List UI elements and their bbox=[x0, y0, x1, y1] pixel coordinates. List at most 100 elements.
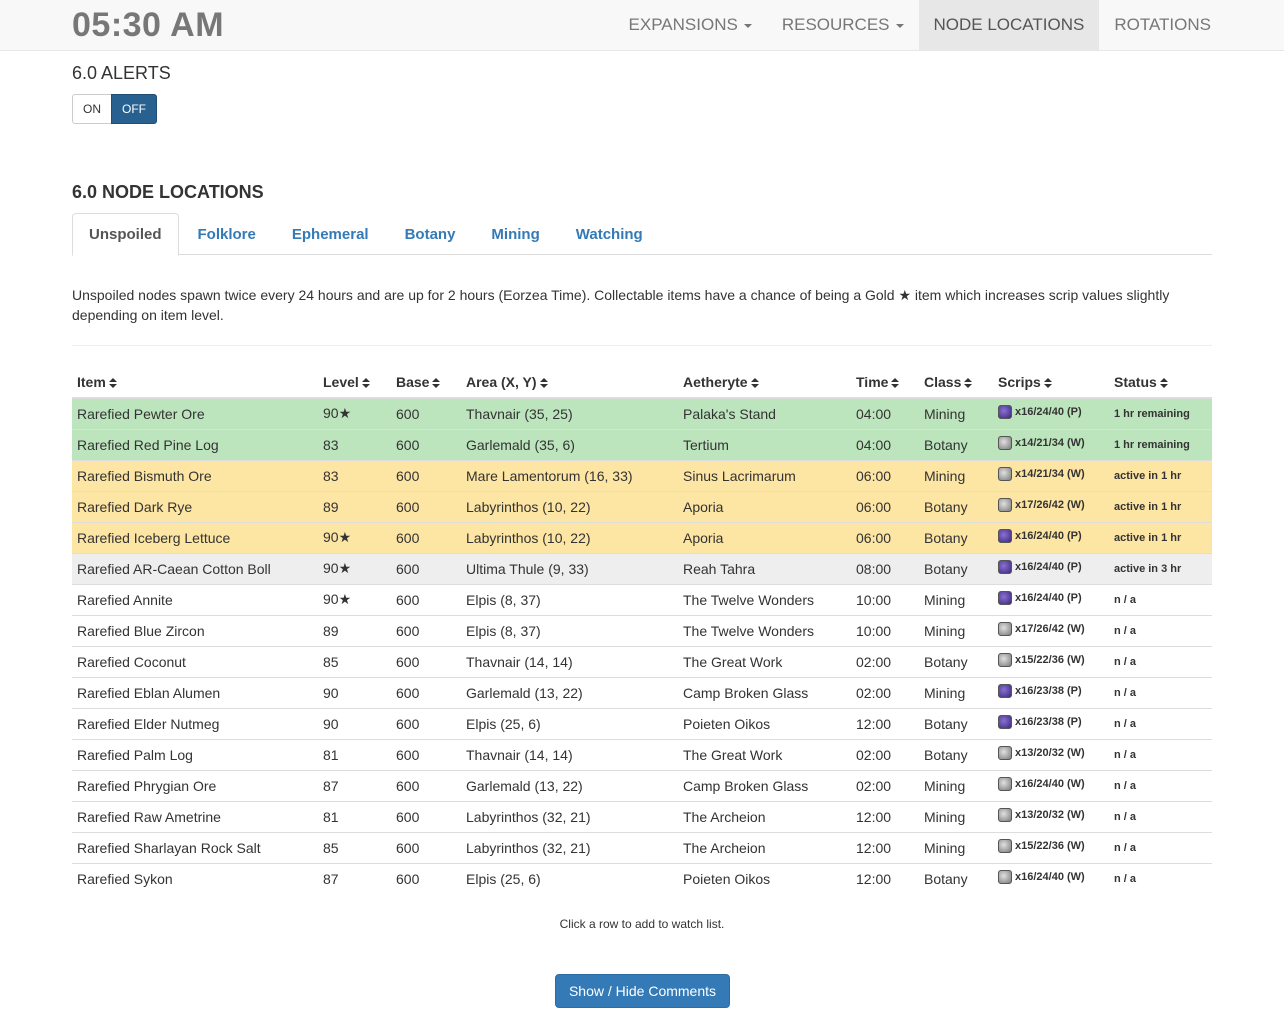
cell-scrips: x16/24/40 (P) bbox=[993, 397, 1109, 429]
column-label: Item bbox=[77, 373, 106, 390]
cell-status: n / a bbox=[1109, 769, 1212, 801]
table-row[interactable]: Rarefied Dark Rye 89 600 Labyrinthos (10, 2… bbox=[72, 490, 1212, 522]
tab-botany[interactable]: Botany bbox=[404, 226, 456, 243]
cell-class: Botany bbox=[919, 862, 993, 894]
nav-expansions[interactable]: EXPANSIONS bbox=[614, 0, 767, 50]
cell-scrips: x16/23/38 (P) bbox=[993, 707, 1109, 739]
scrip-text: x16/24/40 (P) bbox=[1015, 406, 1082, 419]
cell-status: n / a bbox=[1109, 614, 1212, 646]
cell-item-name: Rarefied Sharlayan Rock Salt bbox=[72, 831, 318, 863]
scrip-text: x16/24/40 (P) bbox=[1015, 530, 1082, 542]
cell-aetheryte: The Archeion bbox=[678, 800, 851, 832]
cell-status: n / a bbox=[1109, 862, 1212, 894]
cell-level: 85 bbox=[318, 645, 391, 677]
alerts-on-button[interactable]: ON bbox=[72, 94, 112, 124]
cell-class: Botany bbox=[919, 490, 993, 522]
cell-item-name: Rarefied AR-Caean Cotton Boll bbox=[72, 552, 318, 584]
table-row[interactable]: Rarefied Iceberg Lettuce 90★ 600 Labyrintho… bbox=[72, 521, 1212, 553]
cell-class: Mining bbox=[919, 459, 993, 491]
nav-node-locations[interactable]: NODE LOCATIONS bbox=[918, 0, 1100, 50]
cell-area: Elpis (8, 37) bbox=[461, 583, 678, 615]
alerts-off-button[interactable]: OFF bbox=[111, 94, 157, 124]
cell-scrips: x13/20/32 (W) bbox=[993, 738, 1109, 770]
cell-status: active in 3 hr bbox=[1109, 552, 1212, 584]
sort-icon bbox=[1159, 377, 1168, 388]
nav-resources[interactable]: RESOURCES bbox=[767, 0, 919, 50]
cell-time: 02:00 bbox=[851, 676, 919, 708]
navbar: 05:30 AM EXPANSIONS RESOURCES NODE LOCAT… bbox=[0, 0, 1284, 51]
column-header-class[interactable]: Class bbox=[919, 366, 993, 399]
scrip-text: x16/24/40 (W) bbox=[1015, 871, 1085, 884]
cell-area: Labyrinthos (10, 22) bbox=[461, 521, 678, 553]
cell-item-name: Rarefied Coconut bbox=[72, 645, 318, 677]
cell-area: Elpis (8, 37) bbox=[461, 614, 678, 646]
white-scrip-icon bbox=[998, 839, 1012, 853]
cell-item-name: Rarefied Iceberg Lettuce bbox=[72, 521, 318, 553]
table-row[interactable]: Rarefied Elder Nutmeg 90 600 Elpis (25, 6) P… bbox=[72, 707, 1212, 739]
table-row[interactable]: Rarefied Annite 90★ 600 Elpis (8, 37) The Tw… bbox=[72, 583, 1212, 615]
cell-scrips: x16/24/40 (W) bbox=[993, 769, 1109, 801]
table-row[interactable]: Rarefied Bismuth Ore 83 600 Mare Lamentorum… bbox=[72, 459, 1212, 491]
table-row[interactable]: Rarefied Sykon 87 600 Elpis (25, 6) Poieten … bbox=[72, 862, 1212, 894]
cell-base: 600 bbox=[391, 676, 461, 708]
cell-area: Elpis (25, 6) bbox=[461, 862, 678, 894]
cell-level: 85 bbox=[318, 831, 391, 863]
table-body: Rarefied Pewter Ore 90★ 600 Thavnair (35, 2… bbox=[72, 397, 1212, 894]
tab-folklore[interactable]: Folklore bbox=[197, 226, 256, 243]
cell-status: active in 1 hr bbox=[1109, 459, 1212, 491]
table-row[interactable]: Rarefied Sharlayan Rock Salt 85 600 Labyrin… bbox=[72, 831, 1212, 863]
table-row[interactable]: Rarefied Eblan Alumen 90 600 Garlemald (13,… bbox=[72, 676, 1212, 708]
cell-base: 600 bbox=[391, 862, 461, 894]
table-row[interactable]: Rarefied Phrygian Ore 87 600 Garlemald (13,… bbox=[72, 769, 1212, 801]
tab-unspoiled[interactable]: Unspoiled bbox=[72, 213, 179, 256]
table-row[interactable]: Rarefied Red Pine Log 83 600 Garlemald (35,… bbox=[72, 428, 1212, 460]
table-row[interactable]: Rarefied Blue Zircon 89 600 Elpis (8, 37) Th… bbox=[72, 614, 1212, 646]
column-header-scrips[interactable]: Scrips bbox=[993, 366, 1109, 399]
tab-watching[interactable]: Watching bbox=[575, 226, 643, 243]
cell-scrips: x15/22/36 (W) bbox=[993, 645, 1109, 677]
column-header-level[interactable]: Level bbox=[318, 366, 391, 399]
column-header-status[interactable]: Status bbox=[1109, 366, 1212, 399]
cell-level: 89 bbox=[318, 614, 391, 646]
tab-ephemeral[interactable]: Ephemeral bbox=[291, 226, 369, 243]
cell-area: Mare Lamentorum (16, 33) bbox=[461, 459, 678, 491]
table-row[interactable]: Rarefied Coconut 85 600 Thavnair (14, 14) Th… bbox=[72, 645, 1212, 677]
cell-scrips: x17/26/42 (W) bbox=[993, 490, 1109, 522]
cell-aetheryte: The Great Work bbox=[678, 645, 851, 677]
sort-icon bbox=[891, 377, 900, 388]
tab-mining[interactable]: Mining bbox=[491, 226, 540, 243]
nav-rotations[interactable]: ROTATIONS bbox=[1099, 0, 1226, 50]
sort-icon bbox=[964, 377, 973, 388]
alerts-title: 6.0 ALERTS bbox=[72, 63, 171, 83]
cell-scrips: x17/26/42 (W) bbox=[993, 614, 1109, 646]
column-header-item[interactable]: Item bbox=[72, 366, 318, 399]
cell-base: 600 bbox=[391, 738, 461, 770]
scrip-value: x14/21/34 (W) bbox=[998, 436, 1085, 450]
cell-item-name: Rarefied Eblan Alumen bbox=[72, 676, 318, 708]
cell-area: Garlemald (35, 6) bbox=[461, 428, 678, 460]
cell-aetheryte: The Great Work bbox=[678, 738, 851, 770]
cell-scrips: x16/24/40 (W) bbox=[993, 862, 1109, 894]
scrip-text: x13/20/32 (W) bbox=[1015, 747, 1085, 759]
cell-base: 600 bbox=[391, 769, 461, 801]
table-row[interactable]: Rarefied Palm Log 81 600 Thavnair (14, 14) T… bbox=[72, 738, 1212, 770]
scrip-text: x16/24/40 (W) bbox=[1015, 778, 1085, 790]
cell-class: Mining bbox=[919, 583, 993, 615]
table-row[interactable]: Rarefied Pewter Ore 90★ 600 Thavnair (35, 2… bbox=[72, 397, 1212, 429]
column-header-aetheryte[interactable]: Aetheryte bbox=[678, 366, 851, 399]
toggle-comments-button[interactable]: Show / Hide Comments bbox=[555, 974, 730, 1008]
cell-time: 10:00 bbox=[851, 583, 919, 615]
purple-scrip-icon bbox=[998, 529, 1012, 543]
cell-time: 04:00 bbox=[851, 397, 919, 429]
column-header-base[interactable]: Base bbox=[391, 366, 461, 399]
column-header-area[interactable]: Area (X, Y) bbox=[461, 366, 678, 399]
cell-item-name: Rarefied Raw Ametrine bbox=[72, 800, 318, 832]
cell-area: Labyrinthos (10, 22) bbox=[461, 490, 678, 522]
column-label: Class bbox=[924, 373, 962, 390]
column-header-time[interactable]: Time bbox=[851, 366, 919, 399]
nav-rotations-label: ROTATIONS bbox=[1114, 15, 1211, 34]
node-tabs: Unspoiled Folklore Ephemeral Botany Mini… bbox=[72, 213, 1212, 256]
table-row[interactable]: Rarefied Raw Ametrine 81 600 Labyrinthos (3… bbox=[72, 800, 1212, 832]
table-row[interactable]: Rarefied AR-Caean Cotton Boll 90★ 600 Ultim… bbox=[72, 552, 1212, 584]
alerts-toggle: ON OFF bbox=[72, 94, 157, 124]
